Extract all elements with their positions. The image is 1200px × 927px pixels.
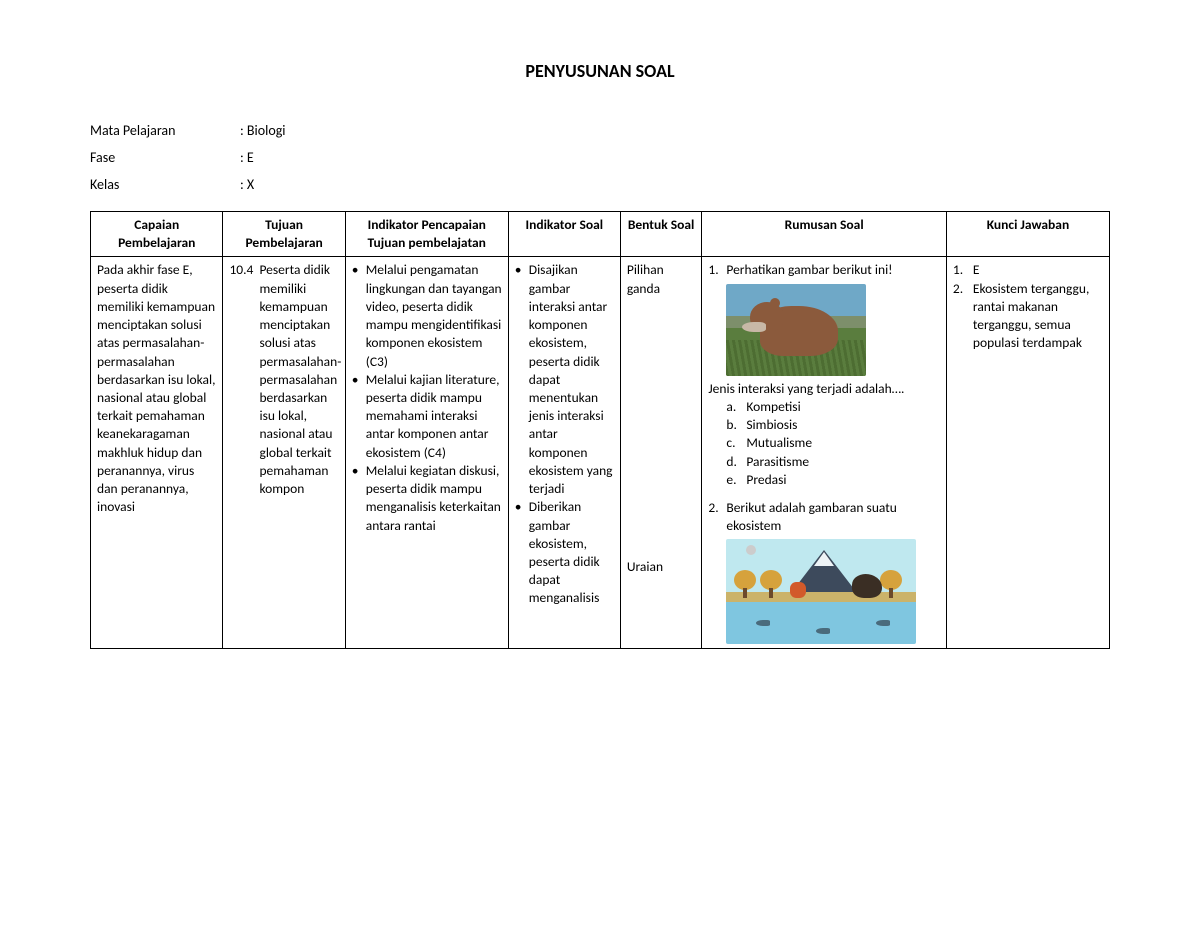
bullet-icon: •	[515, 498, 529, 607]
meta-row: Kelas : X	[90, 176, 1110, 193]
meta-label: Fase	[90, 149, 240, 166]
cell-capaian: Pada akhir fase E, peserta didik memilik…	[91, 257, 223, 649]
meta-row: Mata Pelajaran : Biologi	[90, 122, 1110, 139]
cell-kunci: 1.E 2.Ekosistem terganggu, rantai makana…	[946, 257, 1109, 649]
question-prompt: Jenis interaksi yang terjadi adalah….	[708, 380, 940, 398]
list-number: 10.4	[229, 261, 259, 498]
option-text: Parasitisme	[746, 453, 940, 471]
col-header: Rumusan Soal	[702, 212, 947, 257]
ecosystem-image	[726, 539, 916, 644]
bullet-icon: •	[352, 462, 366, 535]
meta-value: : X	[240, 176, 254, 193]
bullet-icon: •	[515, 261, 529, 498]
list-number: 1.	[708, 261, 726, 279]
option-text: Simbiosis	[746, 416, 940, 434]
bullet-icon: •	[352, 371, 366, 462]
answer-text: E	[973, 261, 1103, 279]
cell-indikator-tujuan: •Melalui pengamatan lingkungan dan tayan…	[345, 257, 508, 649]
col-header: Indikator Soal	[508, 212, 620, 257]
answer-number: 2.	[953, 280, 973, 353]
col-header: Capaian Pembelajaran	[91, 212, 223, 257]
bullet-text: Melalui kegiatan diskusi, peserta didik …	[366, 462, 502, 535]
option-text: Kompetisi	[746, 398, 940, 416]
bullet-text: Melalui pengamatan lingkungan dan tayang…	[366, 261, 502, 370]
soal-table: Capaian Pembelajaran Tujuan Pembelajaran…	[90, 211, 1110, 649]
bear-fish-image	[726, 284, 866, 376]
meta-row: Fase : E	[90, 149, 1110, 166]
answer-text: Ekosistem terganggu, rantai makanan terg…	[973, 280, 1103, 353]
option-letter: a.	[726, 398, 746, 416]
cell-tujuan: 10.4 Peserta didik memiliki kemampuan me…	[223, 257, 345, 649]
col-header: Bentuk Soal	[620, 212, 702, 257]
page-title: PENYUSUNAN SOAL	[90, 60, 1110, 82]
option-letter: c.	[726, 434, 746, 452]
meta-block: Mata Pelajaran : Biologi Fase : E Kelas …	[90, 122, 1110, 193]
bullet-icon: •	[352, 261, 366, 370]
col-header: Kunci Jawaban	[946, 212, 1109, 257]
bullet-text: Melalui kajian literature, peserta didik…	[366, 371, 502, 462]
bentuk-item: Pilihan ganda	[627, 261, 696, 297]
question-text: Berikut adalah gambaran suatu ekosistem	[726, 499, 940, 535]
meta-value: : E	[240, 149, 254, 166]
option-letter: b.	[726, 416, 746, 434]
bentuk-item: Uraian	[627, 558, 696, 576]
cell-rumusan: 1. Perhatikan gambar berikut ini! Jenis …	[702, 257, 947, 649]
list-text: Peserta didik memiliki kemampuan mencipt…	[259, 261, 341, 498]
list-number: 2.	[708, 499, 726, 535]
bullet-text: Diberikan gambar ekosistem, peserta didi…	[529, 498, 614, 607]
meta-label: Mata Pelajaran	[90, 122, 240, 139]
cell-indikator-soal: •Disajikan gambar interaksi antar kompon…	[508, 257, 620, 649]
meta-label: Kelas	[90, 176, 240, 193]
option-text: Mutualisme	[746, 434, 940, 452]
table-row: Pada akhir fase E, peserta didik memilik…	[91, 257, 1110, 649]
answer-number: 1.	[953, 261, 973, 279]
col-header: Tujuan Pembelajaran	[223, 212, 345, 257]
col-header: Indikator Pencapaian Tujuan pembelajatan	[345, 212, 508, 257]
meta-value: : Biologi	[240, 122, 286, 139]
question-text: Perhatikan gambar berikut ini!	[726, 261, 940, 279]
option-letter: e.	[726, 471, 746, 489]
bullet-text: Disajikan gambar interaksi antar kompone…	[529, 261, 614, 498]
table-header-row: Capaian Pembelajaran Tujuan Pembelajaran…	[91, 212, 1110, 257]
cell-bentuk-soal: Pilihan ganda Uraian	[620, 257, 702, 649]
option-letter: d.	[726, 453, 746, 471]
option-text: Predasi	[746, 471, 940, 489]
